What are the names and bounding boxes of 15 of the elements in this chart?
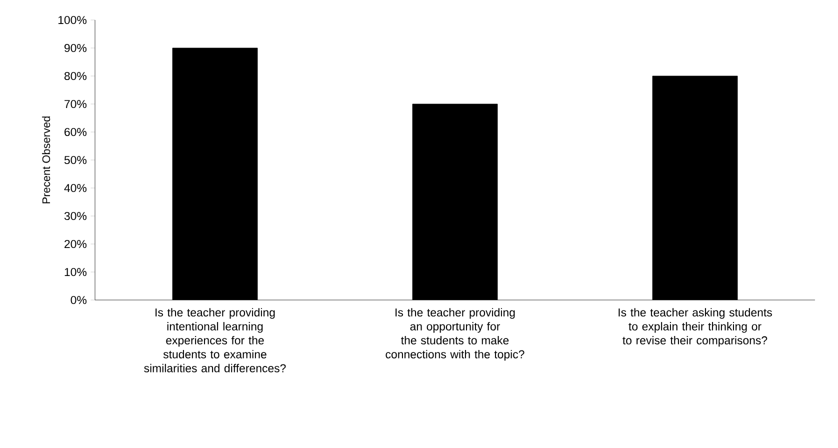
y-tick-label: 40% [64, 184, 86, 192]
x-tick-label: Is the teacher asking students to explain their thinking or to revise their comparisons? [618, 308, 772, 347]
y-axis-title: Precent Observed [42, 116, 50, 204]
y-tick-label: 80% [64, 72, 86, 80]
x-tick-label: Is the teacher providing intentional learning experiences for the students to examine similarities and differences? [144, 308, 286, 372]
y-tick-label: 50% [64, 156, 86, 164]
y-tick-label: 0% [70, 296, 86, 304]
x-tick-label: Is the teacher providing an opportunity for the students to make connections with the topic? [386, 308, 524, 361]
y-tick-label: 20% [64, 240, 86, 248]
y-tick-label: 90% [64, 44, 86, 52]
y-tick-label: 10% [64, 268, 86, 276]
y-tick-label: 30% [64, 212, 86, 220]
y-tick-label: 60% [64, 128, 86, 136]
y-tick-label: 70% [64, 100, 86, 108]
y-tick-label: 100% [58, 16, 86, 24]
